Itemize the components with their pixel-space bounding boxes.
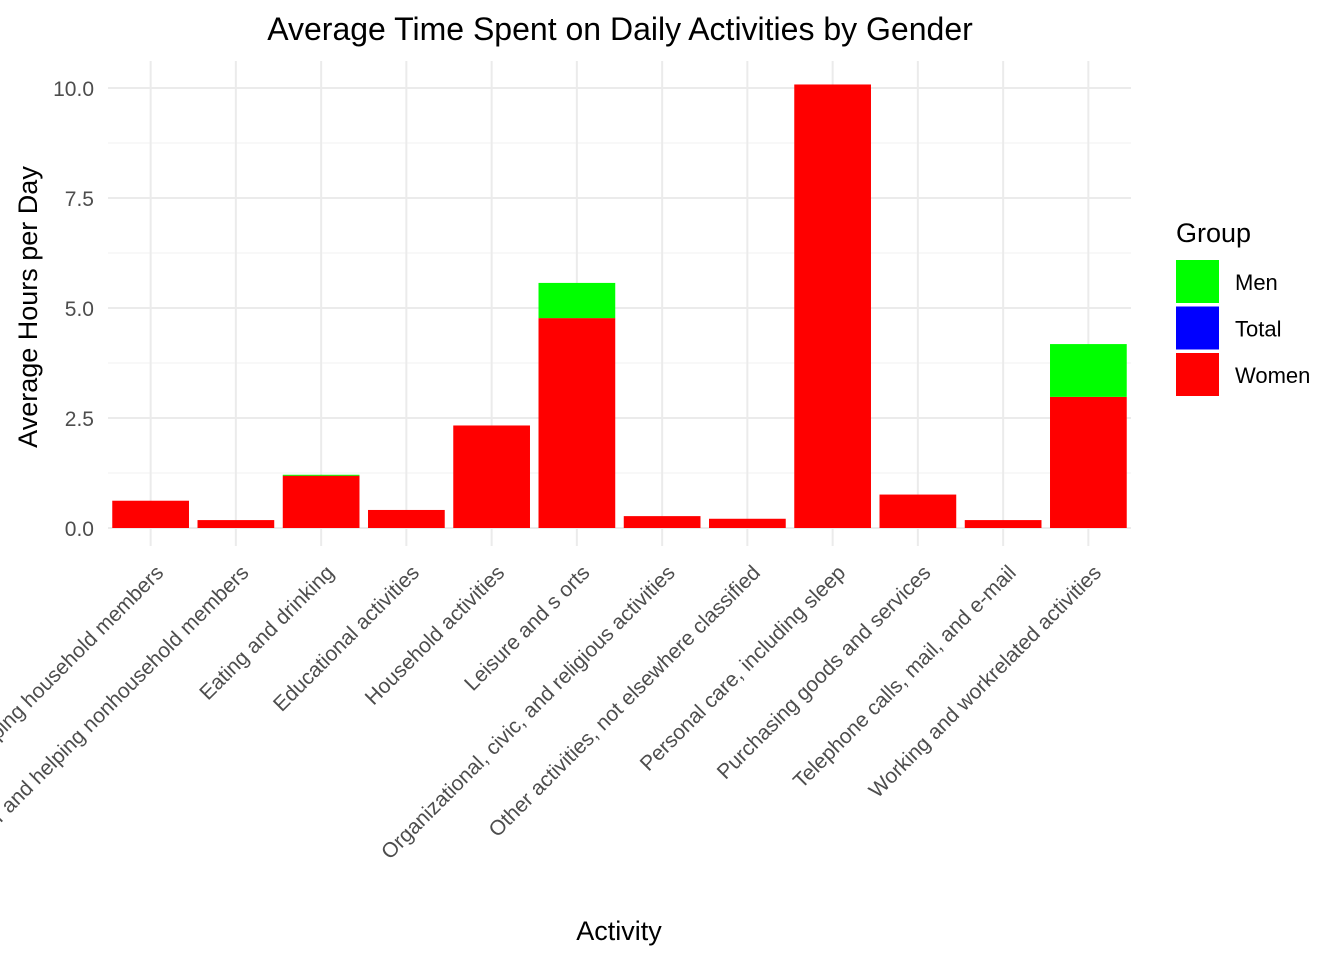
bar-men-6 — [538, 282, 616, 319]
y-axis-title: Average Hours per Day — [13, 166, 43, 448]
y-tick-label: 0.0 — [65, 518, 94, 541]
bar-women-8 — [709, 518, 786, 528]
y-tick-label: 7.5 — [65, 188, 94, 211]
bar-women-6 — [538, 318, 616, 528]
bar-women-1 — [112, 500, 189, 528]
y-tick-label: 2.5 — [65, 408, 94, 431]
legend-title: Group — [1176, 218, 1251, 248]
x-axis-title: Activity — [576, 916, 662, 946]
grid-lines — [108, 61, 1131, 546]
y-axis-ticks: 0.0 2.5 5.0 7.5 10.0 — [53, 78, 94, 541]
x-tick-label: Educational activities — [269, 561, 424, 716]
bar-women-7 — [623, 516, 701, 528]
legend-key-men — [1176, 260, 1219, 303]
bar-women-11 — [964, 520, 1042, 528]
chart-title: Average Time Spent on Daily Activities b… — [267, 11, 973, 47]
legend-key-women — [1176, 353, 1219, 396]
legend: Group Men Total Women — [1176, 218, 1310, 396]
bar-women-4 — [368, 509, 445, 528]
legend-key-total — [1176, 306, 1219, 350]
x-tick-label: Organizational, civic, and religious act… — [377, 561, 680, 864]
x-tick-label: Caring for and helping household members — [0, 561, 168, 862]
legend-label-men: Men — [1235, 270, 1278, 295]
bar-women-3 — [282, 475, 360, 528]
bar-women-2 — [197, 520, 275, 528]
y-tick-label: 5.0 — [65, 298, 94, 321]
x-axis-ticks: Caring for and helping household members… — [0, 561, 1106, 887]
y-tick-label: 10.0 — [53, 78, 94, 101]
bar-women-5 — [453, 425, 530, 528]
bar-women-10 — [879, 494, 957, 528]
x-tick-label: Household activities — [361, 561, 509, 709]
legend-label-women: Women — [1235, 363, 1310, 388]
bar-men-12 — [1050, 344, 1127, 397]
bar-women-9 — [794, 84, 871, 528]
bars — [112, 84, 1127, 528]
bar-women-12 — [1050, 396, 1127, 528]
legend-label-total: Total — [1235, 317, 1281, 342]
bar-men-3 — [282, 474, 360, 476]
